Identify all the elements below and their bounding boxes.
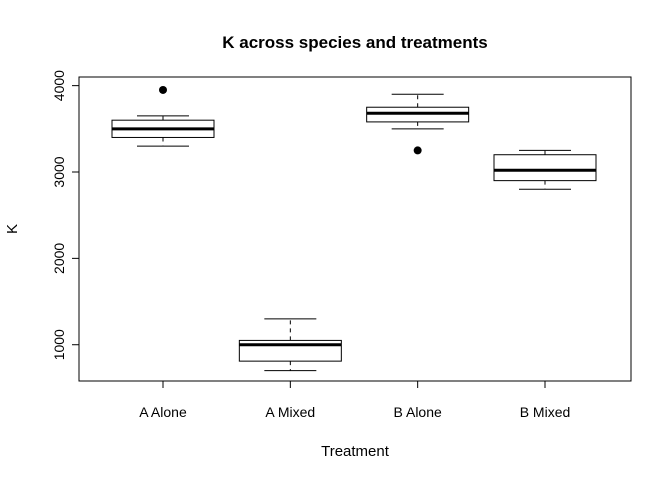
x-tick-label: A Mixed (265, 404, 315, 420)
box-a-alone (111, 85, 215, 147)
box-b-alone (366, 93, 470, 155)
y-tick-label: 3000 (51, 156, 67, 187)
y-axis-label: K (4, 224, 21, 234)
outlier-point (413, 146, 422, 155)
x-tick-label: A Alone (139, 404, 187, 420)
y-tick-label: 4000 (51, 70, 67, 101)
x-axis-label: Treatment (321, 443, 390, 460)
box-a-mixed (238, 318, 342, 372)
y-tick-label: 1000 (51, 329, 67, 360)
y-axis: 1000 2000 3000 4000 (51, 70, 80, 360)
x-tick-label: B Alone (394, 404, 442, 420)
y-tick-label: 2000 (51, 243, 67, 274)
x-axis: A Alone A Mixed B Alone B Mixed (139, 380, 571, 420)
box-b-mixed (493, 149, 597, 190)
chart-title: K across species and treatments (222, 33, 488, 52)
boxes-group (111, 85, 597, 372)
x-tick-label: B Mixed (520, 404, 571, 420)
box-iqr (493, 154, 597, 182)
outlier-point (159, 85, 167, 94)
